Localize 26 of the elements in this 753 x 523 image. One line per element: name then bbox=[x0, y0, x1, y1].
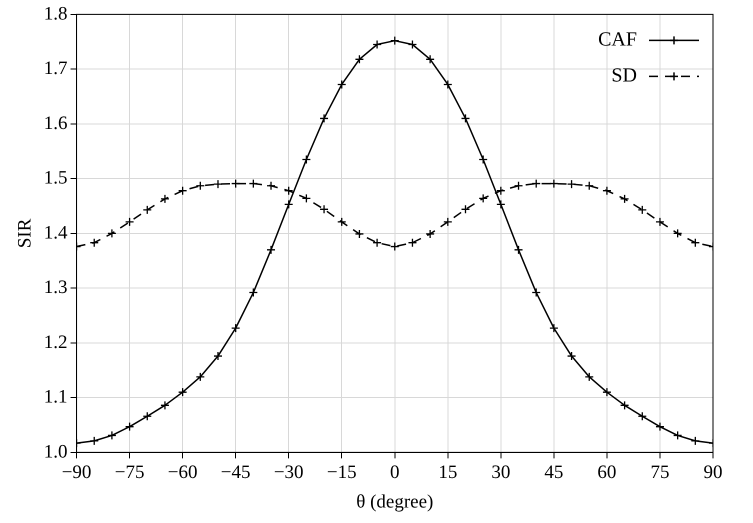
x-tick-label: −45 bbox=[220, 462, 251, 483]
x-tick-label: 0 bbox=[390, 462, 400, 483]
y-tick-label: 1.0 bbox=[44, 441, 68, 462]
y-tick-label: 1.2 bbox=[44, 332, 68, 353]
x-tick-label: −30 bbox=[274, 462, 304, 483]
y-tick-label: 1.4 bbox=[44, 222, 68, 244]
x-tick-label: −60 bbox=[168, 462, 198, 483]
y-tick-label: 1.5 bbox=[44, 168, 68, 189]
x-tick-label: −15 bbox=[326, 462, 357, 483]
x-tick-label: −75 bbox=[114, 462, 144, 483]
y-tick-label: 1.3 bbox=[44, 277, 68, 298]
x-tick-label: 60 bbox=[597, 462, 616, 483]
legend-label: SD bbox=[611, 64, 637, 87]
x-tick-label: 90 bbox=[704, 462, 722, 483]
y-tick-label: 1.8 bbox=[44, 3, 68, 24]
x-tick-label: 30 bbox=[491, 462, 510, 483]
y-tick-label: 1.1 bbox=[44, 386, 68, 408]
y-tick-label: 1.7 bbox=[44, 58, 68, 80]
y-tick-label: 1.6 bbox=[44, 112, 68, 134]
x-axis-title: θ (degree) bbox=[356, 492, 434, 513]
x-tick-label: 75 bbox=[650, 462, 670, 483]
x-tick-label: 45 bbox=[544, 462, 564, 483]
legend-label: CAF bbox=[598, 28, 637, 51]
y-axis-title: SIR bbox=[14, 218, 36, 248]
x-tick-label: 15 bbox=[438, 462, 458, 483]
x-tick-label: −90 bbox=[62, 462, 92, 483]
